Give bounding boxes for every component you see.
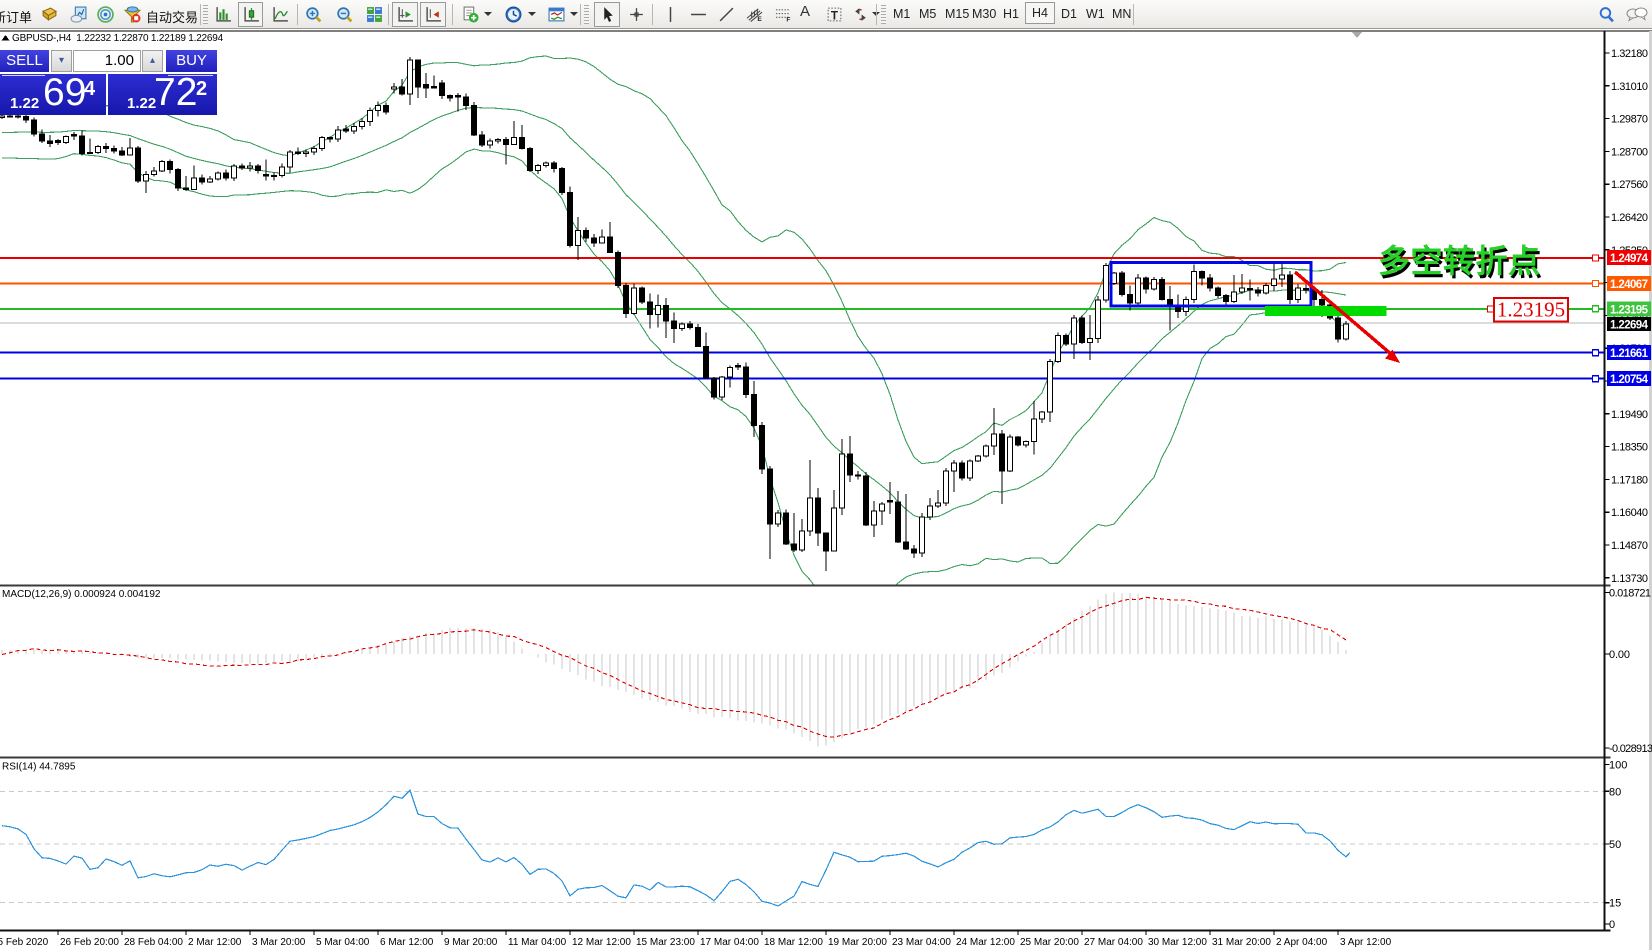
svg-text:1.26420: 1.26420 [1611,212,1648,224]
svg-text:1.21661: 1.21661 [1610,348,1649,360]
svg-text:1.23195: 1.23195 [1610,304,1649,316]
svg-text:RSI(14) 44.7895: RSI(14) 44.7895 [2,762,76,773]
svg-text:50: 50 [1609,839,1621,851]
svg-text:25 Mar 20:00: 25 Mar 20:00 [1020,937,1079,948]
svg-text:18 Mar 12:00: 18 Mar 12:00 [764,937,823,948]
svg-text:MACD(12,26,9) 0.000924 0.00419: MACD(12,26,9) 0.000924 0.004192 [2,589,161,600]
svg-text:1.20754: 1.20754 [1610,374,1649,386]
svg-text:1.16040: 1.16040 [1611,507,1648,519]
svg-text:30 Mar 12:00: 30 Mar 12:00 [1148,937,1207,948]
svg-text:9 Mar 20:00: 9 Mar 20:00 [444,937,498,948]
svg-text:11 Mar 04:00: 11 Mar 04:00 [508,937,567,948]
svg-text:1.19490: 1.19490 [1611,409,1648,421]
svg-text:6 Mar 12:00: 6 Mar 12:00 [380,937,434,948]
svg-text:23 Mar 04:00: 23 Mar 04:00 [892,937,951,948]
svg-text:17 Mar 04:00: 17 Mar 04:00 [700,937,759,948]
svg-text:28 Feb 04:00: 28 Feb 04:00 [124,937,183,948]
svg-text:2 Apr 04:00: 2 Apr 04:00 [1276,937,1328,948]
svg-text:1.17180: 1.17180 [1611,474,1648,486]
svg-text:2 Mar 12:00: 2 Mar 12:00 [188,937,242,948]
svg-text:T: T [831,9,838,22]
svg-text:25 Feb 2020: 25 Feb 2020 [0,937,49,948]
svg-text:3 Apr 12:00: 3 Apr 12:00 [1340,937,1392,948]
svg-text:27 Mar 04:00: 27 Mar 04:00 [1084,937,1143,948]
svg-text:-0.028913: -0.028913 [1609,743,1652,755]
svg-text:1.23195: 1.23195 [1497,298,1565,322]
svg-text:5 Mar 04:00: 5 Mar 04:00 [316,937,370,948]
svg-text:0.00: 0.00 [1609,649,1630,661]
svg-text:26 Feb 20:00: 26 Feb 20:00 [60,937,119,948]
svg-text:1.32180: 1.32180 [1611,48,1648,60]
svg-text:1.28700: 1.28700 [1611,146,1648,158]
svg-text:1.22694: 1.22694 [1610,320,1649,332]
svg-text:3 Mar 20:00: 3 Mar 20:00 [252,937,306,948]
svg-text:F: F [786,17,790,23]
svg-text:15 Mar 23:00: 15 Mar 23:00 [636,937,695,948]
svg-text:31 Mar 20:00: 31 Mar 20:00 [1212,937,1271,948]
svg-text:24 Mar 12:00: 24 Mar 12:00 [956,937,1015,948]
svg-text:GBPUSD-,H4 1.22232 1.22870 1.: GBPUSD-,H4 1.22232 1.22870 1.22189 1.226… [12,33,224,44]
svg-text:1.27560: 1.27560 [1611,179,1648,191]
svg-text:15: 15 [1609,898,1621,910]
svg-text:0: 0 [1609,919,1615,931]
svg-text:19 Mar 20:00: 19 Mar 20:00 [828,937,887,948]
svg-text:1.24067: 1.24067 [1610,279,1648,291]
svg-text:80: 80 [1609,786,1621,798]
svg-text:1.24974: 1.24974 [1610,253,1649,265]
svg-text:1.18350: 1.18350 [1611,442,1648,454]
svg-text:12 Mar 12:00: 12 Mar 12:00 [572,937,631,948]
svg-text:1.31010: 1.31010 [1611,81,1648,93]
svg-text:E: E [757,16,762,23]
svg-text:0.018721: 0.018721 [1609,587,1651,599]
svg-text:1.13730: 1.13730 [1611,573,1648,585]
svg-text:100: 100 [1609,760,1627,772]
svg-text:1.14870: 1.14870 [1611,540,1648,552]
svg-text:1.29870: 1.29870 [1611,114,1648,126]
